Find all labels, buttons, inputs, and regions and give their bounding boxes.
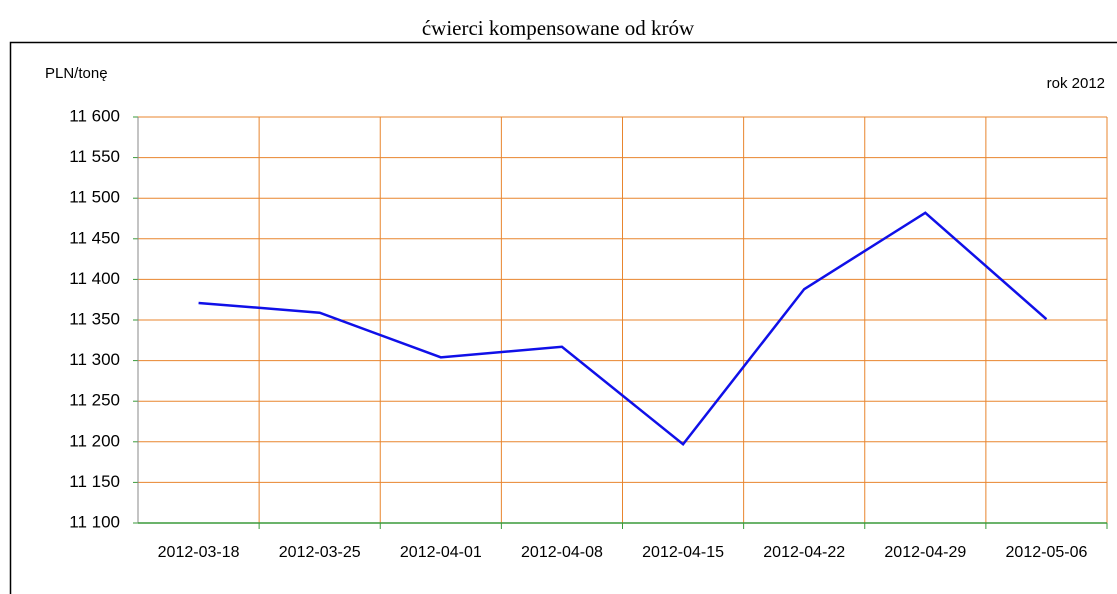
x-tick-label: 2012-04-22	[763, 544, 845, 561]
y-tick-label: 11 100	[69, 512, 120, 531]
y-tick-label: 11 600	[69, 106, 120, 125]
x-tick-label: 2012-03-25	[279, 544, 361, 561]
y-tick-label: 11 200	[69, 431, 120, 450]
x-tick-label: 2012-04-29	[884, 544, 966, 561]
chart-border	[9, 41, 1117, 594]
y-tick-label: 11 250	[69, 391, 120, 410]
annotation: rok 2012	[1047, 75, 1105, 92]
y-tick-label: 11 350	[69, 309, 120, 328]
y-tick-label: 11 450	[69, 228, 120, 247]
x-tick-label: 2012-04-08	[521, 544, 603, 561]
x-tick-label: 2012-04-01	[400, 544, 482, 561]
y-tick-label: 11 150	[69, 472, 120, 491]
x-tick-label: 2012-03-18	[158, 544, 240, 561]
y-tick-label: 11 500	[69, 188, 120, 207]
x-tick-label: 2012-04-15	[642, 544, 724, 561]
x-tick-label: 2012-05-06	[1006, 544, 1088, 561]
chart-title: ćwierci kompensowane od krów	[422, 16, 695, 40]
y-tick-label: 11 300	[69, 350, 120, 369]
y-axis-label: PLN/tonę	[45, 65, 108, 82]
y-tick-label: 11 550	[69, 147, 120, 166]
line-series	[198, 211, 1048, 447]
y-tick-label: 11 400	[69, 269, 120, 288]
